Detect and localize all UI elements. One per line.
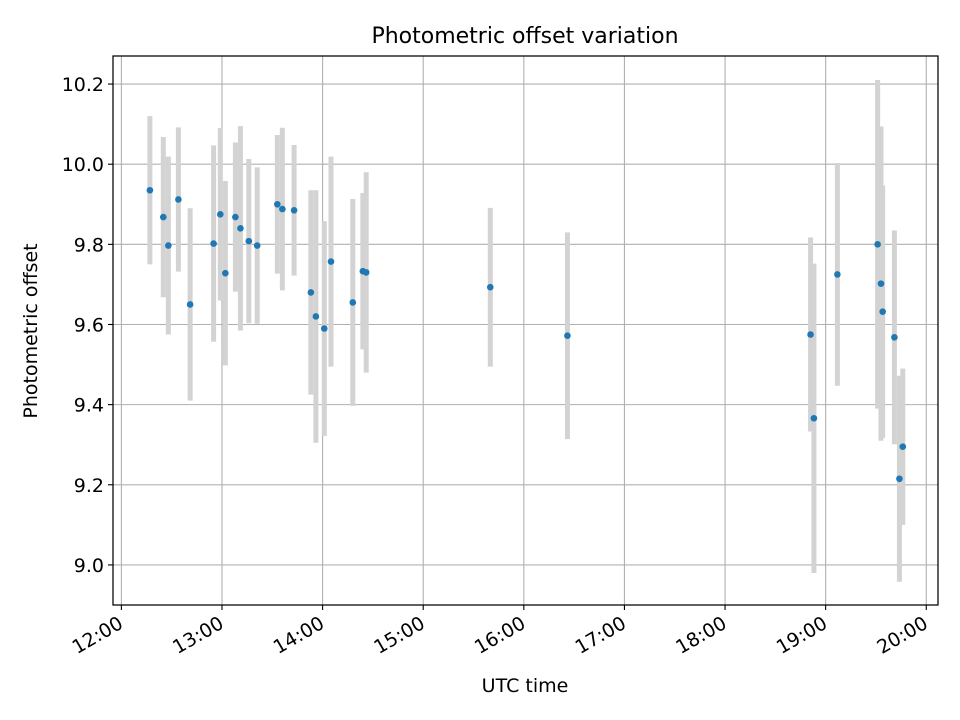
x-tick-label: 12:00 <box>68 612 126 658</box>
plot-frame <box>112 55 939 606</box>
grid-lines <box>113 56 938 605</box>
data-point <box>312 313 320 320</box>
x-tick-label: 14:00 <box>270 612 328 658</box>
x-tick-label: 18:00 <box>672 612 730 658</box>
data-point <box>217 210 224 218</box>
data-point <box>834 271 841 278</box>
data-point <box>327 258 335 265</box>
y-tick-label: 9.8 <box>74 234 104 256</box>
data-point <box>245 237 253 245</box>
data-point <box>810 414 818 422</box>
data-point <box>874 241 881 248</box>
y-tick-label: 10.2 <box>62 74 104 96</box>
data-point <box>274 200 281 208</box>
data-point <box>896 475 903 483</box>
data-point <box>175 196 182 203</box>
data-point <box>307 289 315 296</box>
errorbars <box>147 80 906 582</box>
x-tick-label: 20:00 <box>873 612 931 658</box>
data-point <box>891 334 898 341</box>
y-tick-label: 9.6 <box>74 314 104 336</box>
data-point <box>165 242 172 249</box>
data-point <box>232 213 239 221</box>
x-axis-label: UTC time <box>482 675 569 697</box>
data-point <box>877 280 885 287</box>
data-point <box>362 269 370 276</box>
data-point <box>279 205 286 213</box>
data-point <box>160 213 167 221</box>
x-tick-label: 17:00 <box>572 612 630 658</box>
data-point <box>349 299 357 306</box>
data-point <box>253 242 261 249</box>
y-tick-label: 9.4 <box>74 395 104 417</box>
data-point <box>146 186 154 194</box>
y-tick-label: 9.0 <box>74 555 104 577</box>
x-tick-label: 13:00 <box>169 612 227 658</box>
data-point <box>899 443 907 451</box>
y-tick-label: 10.0 <box>62 154 104 176</box>
data-point <box>879 308 886 315</box>
data-point <box>222 269 229 277</box>
x-tick-label: 16:00 <box>471 612 529 658</box>
data-point <box>237 225 244 232</box>
data-points <box>146 186 907 483</box>
data-point <box>564 332 571 340</box>
y-tick-label: 9.2 <box>74 475 104 497</box>
data-point <box>320 325 328 332</box>
x-tick-label: 15:00 <box>370 612 428 658</box>
x-tick-label: 19:00 <box>773 612 831 658</box>
chart-title: Photometric offset variation <box>371 24 678 49</box>
data-point <box>290 206 298 214</box>
y-axis-label: Photometric offset <box>20 243 42 418</box>
data-point <box>807 331 814 338</box>
data-point <box>210 240 217 247</box>
data-point <box>186 301 194 308</box>
data-point <box>486 283 494 291</box>
